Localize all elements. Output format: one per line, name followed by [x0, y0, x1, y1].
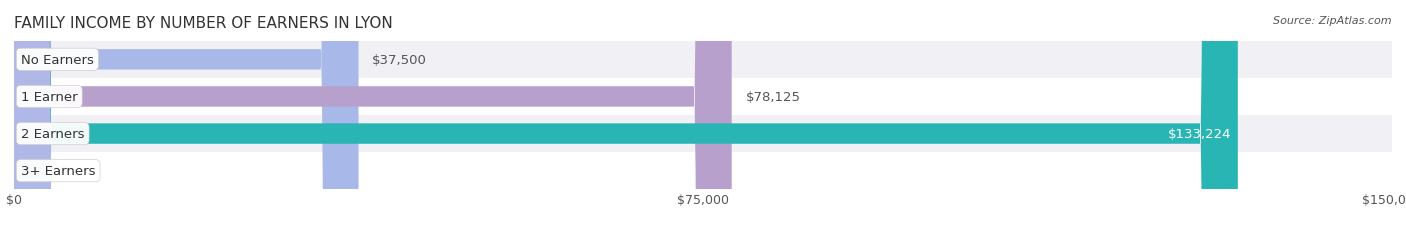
- FancyBboxPatch shape: [1, 0, 52, 231]
- Text: $37,500: $37,500: [373, 54, 427, 67]
- Text: FAMILY INCOME BY NUMBER OF EARNERS IN LYON: FAMILY INCOME BY NUMBER OF EARNERS IN LY…: [14, 16, 392, 31]
- Bar: [14, 42, 1392, 79]
- FancyBboxPatch shape: [14, 0, 731, 231]
- FancyBboxPatch shape: [14, 0, 359, 231]
- Text: $0: $0: [52, 164, 69, 177]
- Text: 1 Earner: 1 Earner: [21, 91, 77, 103]
- Bar: [14, 116, 1392, 152]
- Text: 3+ Earners: 3+ Earners: [21, 164, 96, 177]
- Text: No Earners: No Earners: [21, 54, 94, 67]
- Bar: [14, 79, 1392, 116]
- Text: 2 Earners: 2 Earners: [21, 128, 84, 140]
- Text: $133,224: $133,224: [1167, 128, 1230, 140]
- Text: $78,125: $78,125: [745, 91, 800, 103]
- Text: Source: ZipAtlas.com: Source: ZipAtlas.com: [1274, 16, 1392, 26]
- FancyBboxPatch shape: [14, 0, 1237, 231]
- Bar: [14, 152, 1392, 189]
